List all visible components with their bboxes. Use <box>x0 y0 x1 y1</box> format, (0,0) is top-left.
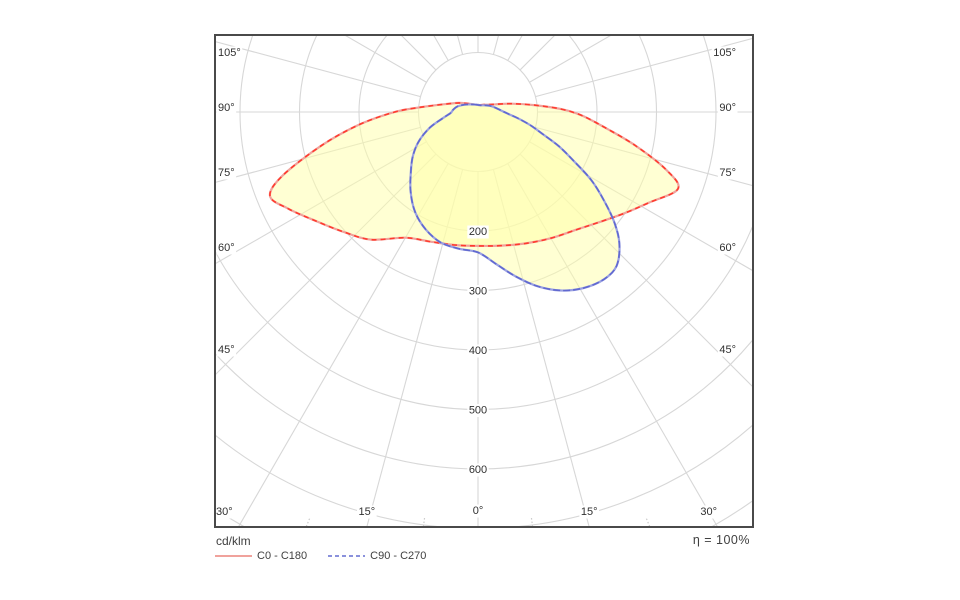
svg-text:45°: 45° <box>719 344 736 356</box>
svg-text:45°: 45° <box>218 344 235 356</box>
svg-text:90°: 90° <box>218 102 235 114</box>
grid-labels: 200 300 400 500 600 105° 105° 90° 90° 75° 75° 60° 60… <box>216 46 738 519</box>
legend: C0 - C180 C90 - C270 <box>215 550 426 562</box>
plot-frame <box>214 34 754 528</box>
series-curve-C0-C180 <box>269 102 680 247</box>
svg-text:75°: 75° <box>719 167 736 179</box>
svg-text:0°: 0° <box>473 505 484 517</box>
svg-text:30°: 30° <box>700 506 717 518</box>
svg-text:15°: 15° <box>581 506 598 518</box>
svg-text:105°: 105° <box>713 47 736 59</box>
svg-text:400: 400 <box>469 345 487 357</box>
svg-text:600: 600 <box>469 464 487 476</box>
series-fills <box>269 102 679 291</box>
svg-text:500: 500 <box>469 405 487 417</box>
svg-text:90°: 90° <box>719 102 736 114</box>
svg-text:75°: 75° <box>218 167 235 179</box>
legend-label-c0-c180: C0 - C180 <box>257 550 308 562</box>
grid-minor-ticks <box>305 517 651 526</box>
legend-label-c90-c270: C90 - C270 <box>370 550 427 562</box>
svg-text:60°: 60° <box>218 242 235 254</box>
series-curve-C90-C270 <box>409 103 621 292</box>
svg-text:15°: 15° <box>358 506 375 518</box>
legend-swatch-c90-c270 <box>328 555 366 557</box>
efficiency-label: η = 100% <box>692 533 750 547</box>
series-curves <box>268 101 680 292</box>
svg-text:30°: 30° <box>216 506 233 518</box>
svg-text:300: 300 <box>469 286 487 298</box>
units-label: cd/klm <box>216 534 251 548</box>
legend-swatch-c0-c180 <box>215 555 252 557</box>
svg-text:105°: 105° <box>218 47 241 59</box>
svg-text:200: 200 <box>469 226 487 238</box>
svg-text:60°: 60° <box>719 242 736 254</box>
